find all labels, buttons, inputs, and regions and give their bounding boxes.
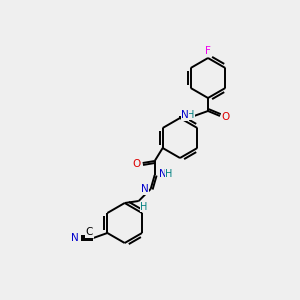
Text: N: N xyxy=(71,233,79,243)
Text: C: C xyxy=(86,227,93,237)
Text: N: N xyxy=(181,110,189,120)
Text: N: N xyxy=(141,184,148,194)
Text: O: O xyxy=(222,112,230,122)
Text: H: H xyxy=(165,169,172,179)
Text: F: F xyxy=(205,46,211,56)
Text: H: H xyxy=(140,202,147,212)
Text: N: N xyxy=(159,169,167,179)
Text: O: O xyxy=(133,159,141,169)
Text: H: H xyxy=(187,110,195,120)
